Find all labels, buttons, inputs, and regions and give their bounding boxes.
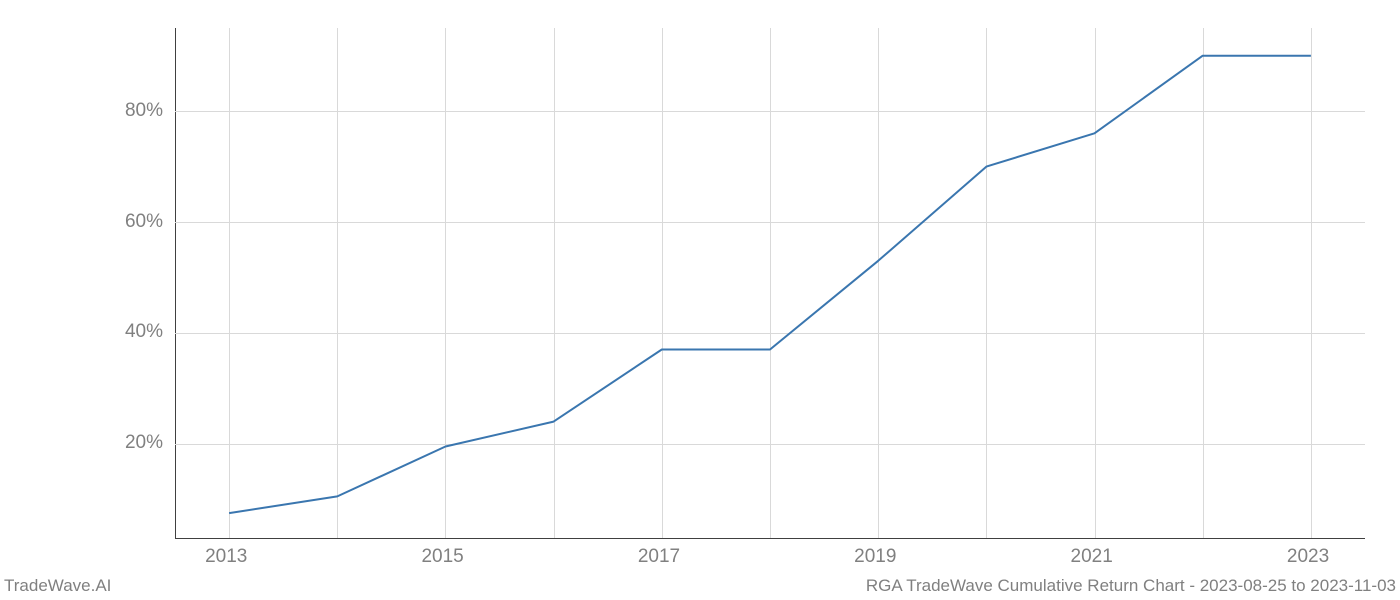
line-series — [0, 0, 1400, 600]
footer-right-label: RGA TradeWave Cumulative Return Chart - … — [866, 576, 1396, 596]
footer-left-label: TradeWave.AI — [4, 576, 111, 596]
return-line — [229, 56, 1311, 513]
